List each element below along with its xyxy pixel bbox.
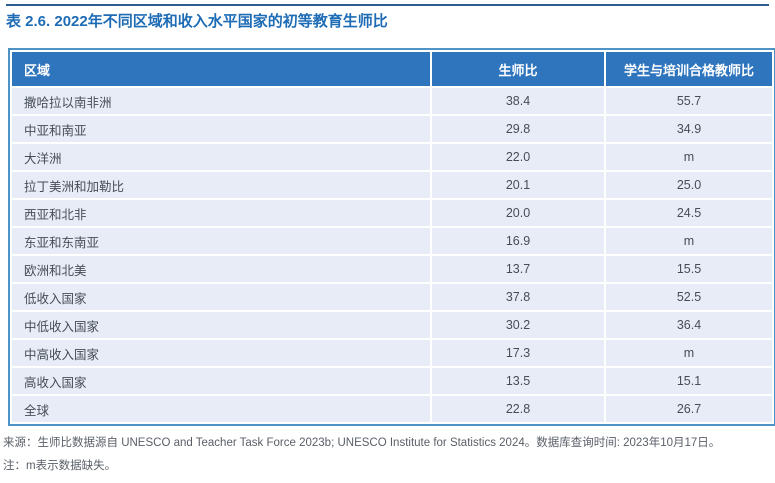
column-header-pupil-trained-teacher-ratio: 学生与培训合格教师比 <box>606 52 772 86</box>
ptr-cell: 37.8 <box>432 284 604 310</box>
ptqtr-cell: 52.5 <box>606 284 772 310</box>
ptqtr-cell: 15.1 <box>606 368 772 394</box>
table-row: 高收入国家 13.5 15.1 <box>12 368 772 394</box>
ptr-cell: 22.0 <box>432 144 604 170</box>
region-cell: 西亚和北非 <box>12 200 430 226</box>
note-label: 注： <box>3 460 26 472</box>
top-divider-rule <box>6 4 769 6</box>
region-cell: 拉丁美洲和加勒比 <box>12 172 430 198</box>
ptqtr-cell: 26.7 <box>606 396 772 422</box>
ptqtr-cell: 55.7 <box>606 88 772 114</box>
ptr-cell: 22.8 <box>432 396 604 422</box>
ptr-cell: 29.8 <box>432 116 604 142</box>
missing-data-note: 注：m表示数据缺失。 <box>3 459 773 473</box>
source-label: 来源： <box>3 437 38 449</box>
ptqtr-cell: m <box>606 340 772 366</box>
ptqtr-cell: 34.9 <box>606 116 772 142</box>
ptr-cell: 20.1 <box>432 172 604 198</box>
ptqtr-cell: 15.5 <box>606 256 772 282</box>
source-note: 来源：生师比数据源自 UNESCO and Teacher Task Force… <box>3 436 773 450</box>
table-row: 中高收入国家 17.3 m <box>12 340 772 366</box>
ptr-cell: 16.9 <box>432 228 604 254</box>
table-row: 拉丁美洲和加勒比 20.1 25.0 <box>12 172 772 198</box>
region-cell: 大洋洲 <box>12 144 430 170</box>
ptr-cell: 38.4 <box>432 88 604 114</box>
region-cell: 中低收入国家 <box>12 312 430 338</box>
region-cell: 低收入国家 <box>12 284 430 310</box>
region-cell: 高收入国家 <box>12 368 430 394</box>
column-header-pupil-teacher-ratio: 生师比 <box>432 52 604 86</box>
region-cell: 全球 <box>12 396 430 422</box>
ptr-cell: 20.0 <box>432 200 604 226</box>
ptqtr-cell: 24.5 <box>606 200 772 226</box>
ptqtr-cell: m <box>606 228 772 254</box>
table-row: 中低收入国家 30.2 36.4 <box>12 312 772 338</box>
ptr-cell: 17.3 <box>432 340 604 366</box>
table-row: 全球 22.8 26.7 <box>12 396 772 422</box>
table-row: 低收入国家 37.8 52.5 <box>12 284 772 310</box>
ptr-cell: 13.7 <box>432 256 604 282</box>
table-row: 撒哈拉以南非洲 38.4 55.7 <box>12 88 772 114</box>
ptqtr-cell: m <box>606 144 772 170</box>
ptqtr-cell: 25.0 <box>606 172 772 198</box>
region-cell: 欧洲和北美 <box>12 256 430 282</box>
note-text: m表示数据缺失。 <box>26 460 117 472</box>
source-text: 生师比数据源自 UNESCO and Teacher Task Force 20… <box>37 437 721 449</box>
table-row: 西亚和北非 20.0 24.5 <box>12 200 772 226</box>
table-title: 表 2.6. 2022年不同区域和收入水平国家的初等教育生师比 <box>6 13 388 30</box>
ptr-cell: 30.2 <box>432 312 604 338</box>
region-cell: 中亚和南亚 <box>12 116 430 142</box>
region-cell: 中高收入国家 <box>12 340 430 366</box>
table-row: 大洋洲 22.0 m <box>12 144 772 170</box>
region-cell: 东亚和东南亚 <box>12 228 430 254</box>
table-row: 东亚和东南亚 16.9 m <box>12 228 772 254</box>
footnotes: 来源：生师比数据源自 UNESCO and Teacher Task Force… <box>3 436 773 482</box>
table-row: 欧洲和北美 13.7 15.5 <box>12 256 772 282</box>
region-cell: 撒哈拉以南非洲 <box>12 88 430 114</box>
ptr-cell: 13.5 <box>432 368 604 394</box>
column-header-region: 区域 <box>12 52 430 86</box>
education-ratio-table: 区域 生师比 学生与培训合格教师比 撒哈拉以南非洲 38.4 55.7 中亚和南… <box>8 48 775 426</box>
table-row: 中亚和南亚 29.8 34.9 <box>12 116 772 142</box>
ptqtr-cell: 36.4 <box>606 312 772 338</box>
table-header-row: 区域 生师比 学生与培训合格教师比 <box>12 52 772 86</box>
